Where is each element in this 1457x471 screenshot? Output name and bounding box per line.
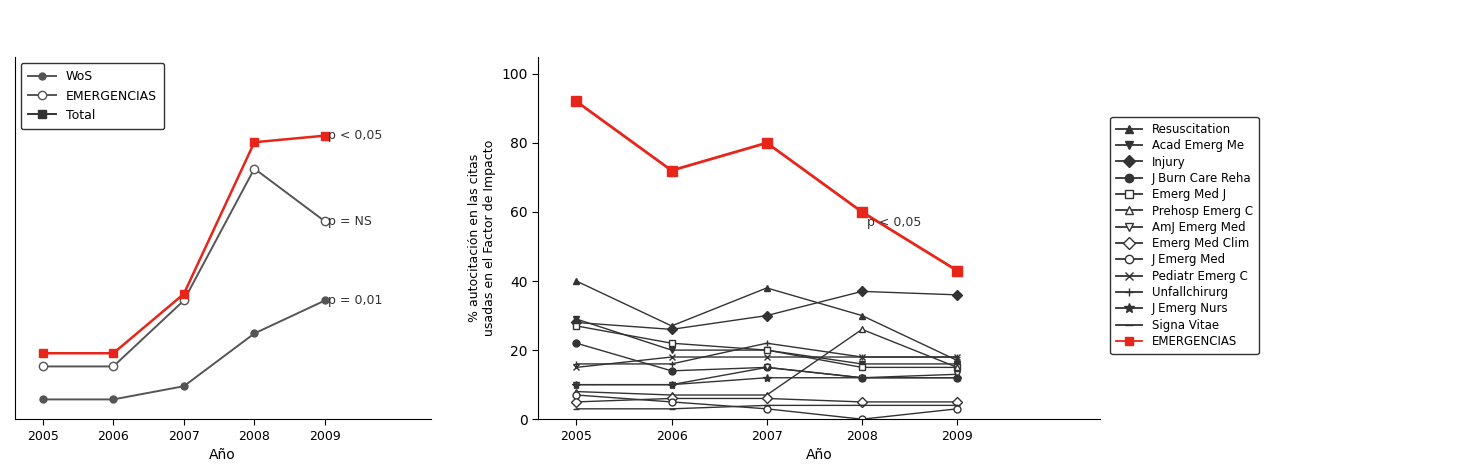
WoS xyxy=(246,331,264,336)
Text: p < 0,05: p < 0,05 xyxy=(328,129,383,142)
EMERGENCIAS xyxy=(34,364,51,369)
Text: p < 0,05: p < 0,05 xyxy=(867,216,921,229)
Legend: Resuscitation, Acad Emerg Me, Injury, J Burn Care Reha, Emerg Med J, Prehosp Eme: Resuscitation, Acad Emerg Me, Injury, J … xyxy=(1110,117,1259,354)
X-axis label: Año: Año xyxy=(806,448,832,462)
WoS xyxy=(316,298,334,303)
Total xyxy=(175,291,192,297)
WoS xyxy=(34,397,51,402)
EMERGENCIAS xyxy=(316,219,334,224)
Line: Total: Total xyxy=(39,131,329,357)
Legend: WoS, EMERGENCIAS, Total: WoS, EMERGENCIAS, Total xyxy=(20,63,165,129)
Total xyxy=(316,133,334,138)
Total xyxy=(105,350,122,356)
Y-axis label: % autocitación en las citas
usadas en el Factor de Impacto: % autocitación en las citas usadas en el… xyxy=(468,140,495,336)
EMERGENCIAS xyxy=(105,364,122,369)
Line: WoS: WoS xyxy=(39,297,328,403)
X-axis label: Año: Año xyxy=(210,448,236,462)
Total xyxy=(246,139,264,145)
Line: EMERGENCIAS: EMERGENCIAS xyxy=(39,164,329,371)
WoS xyxy=(175,383,192,389)
Text: p = NS: p = NS xyxy=(328,215,373,228)
Text: p = 0,01: p = 0,01 xyxy=(328,294,383,307)
WoS xyxy=(105,397,122,402)
Total xyxy=(34,350,51,356)
EMERGENCIAS xyxy=(175,298,192,303)
EMERGENCIAS xyxy=(246,166,264,171)
